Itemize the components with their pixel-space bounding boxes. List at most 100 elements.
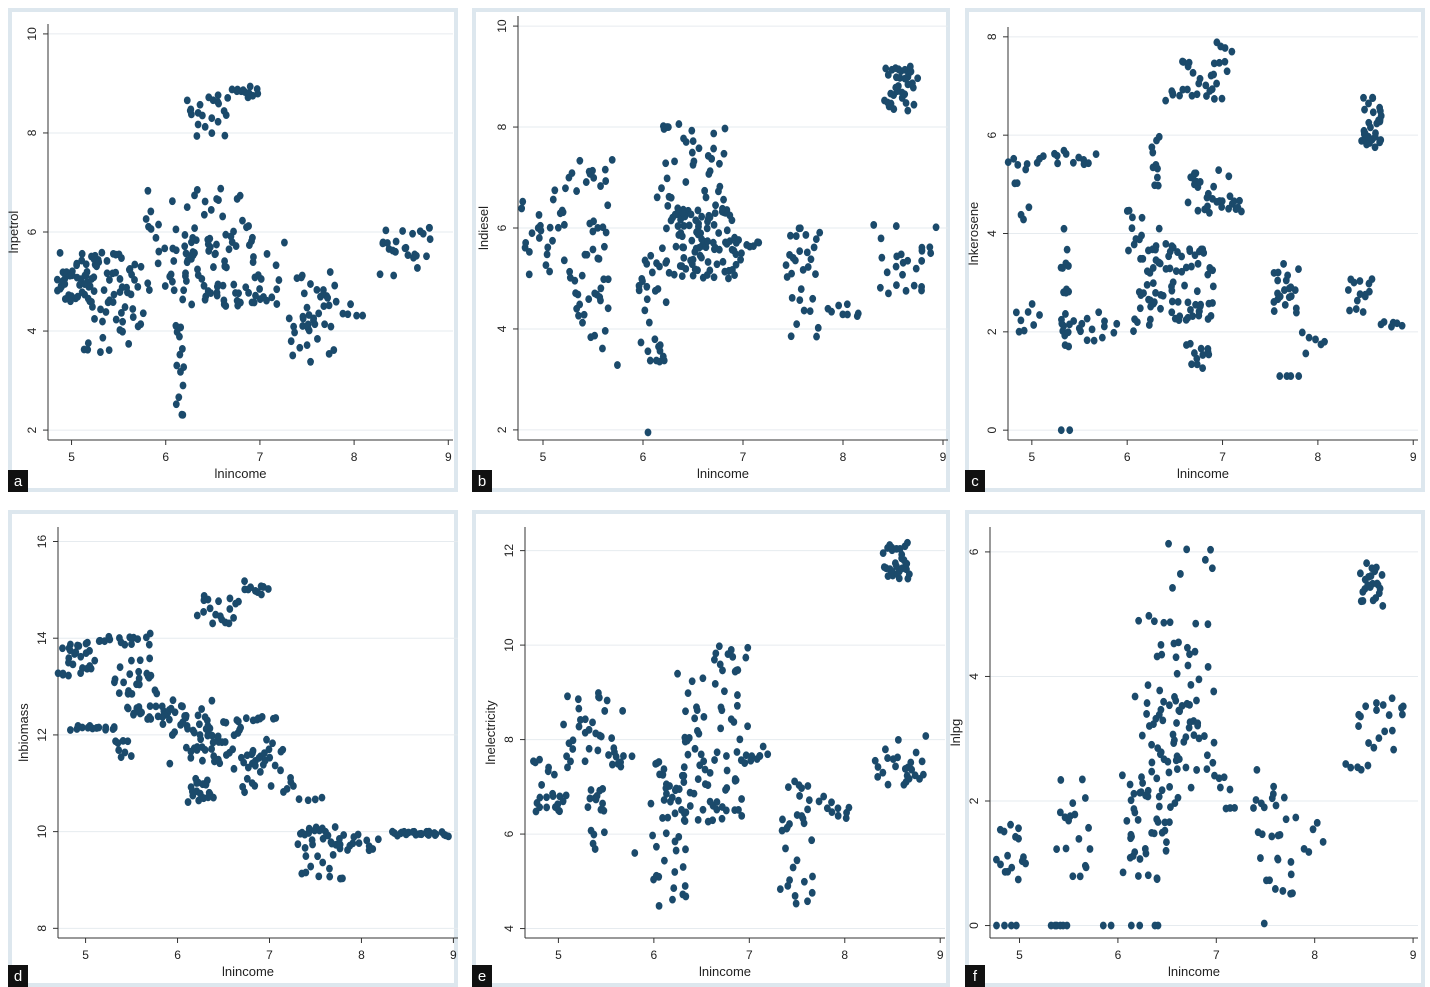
data-point bbox=[671, 868, 679, 876]
data-point bbox=[67, 640, 74, 649]
data-point bbox=[699, 273, 707, 282]
data-point bbox=[1313, 818, 1321, 827]
data-point bbox=[1166, 782, 1174, 791]
data-point bbox=[212, 249, 219, 258]
data-point bbox=[655, 901, 663, 910]
data-point bbox=[787, 332, 795, 341]
data-point bbox=[1205, 208, 1213, 217]
data-point bbox=[1377, 111, 1385, 120]
data-point bbox=[1373, 699, 1380, 707]
data-point bbox=[1210, 59, 1218, 68]
data-point bbox=[1201, 555, 1209, 564]
data-point bbox=[812, 235, 820, 244]
data-point bbox=[129, 305, 137, 313]
data-point bbox=[1203, 751, 1211, 760]
data-point bbox=[125, 339, 133, 348]
data-point bbox=[302, 868, 310, 877]
x-tick-label: 7 bbox=[1219, 450, 1226, 464]
data-point bbox=[425, 827, 433, 836]
data-point bbox=[97, 348, 104, 356]
data-point bbox=[716, 159, 723, 168]
data-point bbox=[688, 677, 696, 686]
data-point bbox=[1077, 327, 1084, 336]
data-point bbox=[180, 286, 188, 295]
data-point bbox=[142, 215, 150, 223]
data-point bbox=[697, 229, 705, 238]
data-point bbox=[1182, 763, 1190, 772]
data-point bbox=[599, 344, 606, 353]
data-point bbox=[727, 646, 735, 654]
data-point bbox=[1369, 94, 1377, 103]
data-point bbox=[275, 276, 283, 284]
y-tick-label: 14 bbox=[35, 631, 49, 645]
data-point bbox=[905, 774, 913, 783]
data-point bbox=[805, 796, 813, 805]
data-point bbox=[1153, 874, 1161, 883]
y-tick-label: 4 bbox=[25, 327, 39, 334]
data-point bbox=[97, 305, 104, 314]
data-point bbox=[95, 258, 103, 266]
data-point bbox=[215, 99, 223, 108]
panel-label-box bbox=[8, 965, 28, 987]
data-point bbox=[1131, 692, 1139, 701]
data-point bbox=[926, 243, 934, 252]
data-point bbox=[273, 300, 281, 308]
data-point bbox=[672, 846, 680, 855]
data-point bbox=[84, 339, 92, 348]
data-point bbox=[289, 351, 297, 360]
data-point bbox=[401, 244, 409, 253]
data-point bbox=[678, 771, 686, 780]
data-point bbox=[193, 746, 201, 754]
data-point bbox=[432, 830, 440, 839]
data-point bbox=[187, 747, 195, 756]
data-point bbox=[1398, 710, 1406, 719]
data-point bbox=[1194, 206, 1202, 215]
data-point bbox=[907, 758, 915, 767]
data-point bbox=[314, 334, 321, 343]
data-point bbox=[291, 328, 298, 337]
data-point bbox=[1169, 583, 1176, 592]
data-point bbox=[1193, 766, 1201, 774]
data-point bbox=[194, 120, 202, 129]
data-point bbox=[309, 840, 316, 849]
data-point bbox=[412, 830, 420, 839]
data-point bbox=[715, 229, 723, 237]
data-point bbox=[1057, 426, 1065, 435]
data-point bbox=[738, 249, 745, 258]
data-point bbox=[884, 754, 891, 762]
data-point bbox=[1078, 319, 1086, 328]
data-point bbox=[1149, 279, 1157, 288]
data-point bbox=[1131, 315, 1139, 324]
data-point bbox=[854, 309, 862, 318]
data-point bbox=[1388, 694, 1396, 703]
data-point bbox=[1379, 602, 1387, 610]
data-point bbox=[245, 222, 252, 230]
data-point bbox=[1101, 317, 1108, 326]
panel-label-box bbox=[965, 965, 985, 987]
data-point bbox=[674, 222, 682, 230]
data-point bbox=[679, 863, 687, 871]
data-point bbox=[1154, 181, 1162, 190]
data-point bbox=[1166, 264, 1174, 273]
data-point bbox=[1270, 782, 1278, 791]
data-point bbox=[214, 732, 222, 741]
data-point bbox=[213, 291, 221, 300]
data-point bbox=[1126, 780, 1134, 789]
data-point bbox=[1148, 767, 1156, 776]
data-point bbox=[600, 806, 608, 815]
data-point bbox=[584, 803, 592, 812]
data-point bbox=[1165, 539, 1172, 548]
data-point bbox=[660, 856, 668, 865]
data-point bbox=[1007, 921, 1015, 930]
data-point bbox=[221, 257, 228, 266]
x-axis-label: lnincome bbox=[697, 466, 749, 481]
data-point bbox=[255, 754, 263, 762]
data-point bbox=[209, 619, 217, 628]
data-point bbox=[782, 261, 790, 270]
data-point bbox=[546, 223, 554, 232]
data-point bbox=[1183, 545, 1191, 554]
data-point bbox=[927, 249, 935, 258]
data-point bbox=[1226, 785, 1234, 794]
data-point bbox=[1157, 640, 1165, 649]
data-point bbox=[1156, 259, 1164, 268]
